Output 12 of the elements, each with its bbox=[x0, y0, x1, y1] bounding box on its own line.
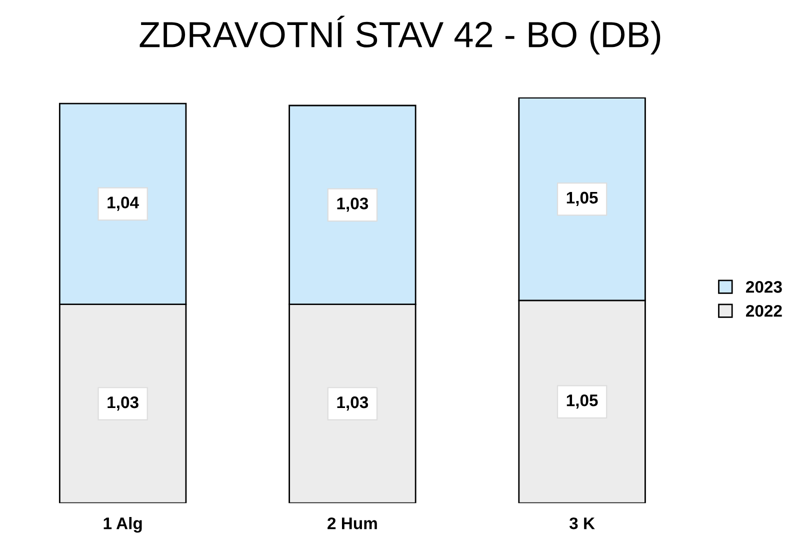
x-tick-label: 3 K bbox=[569, 517, 595, 530]
data-label: 1,03 bbox=[337, 198, 368, 212]
data-label: 1,05 bbox=[566, 192, 598, 206]
data-label: 1,05 bbox=[566, 394, 598, 409]
legend-label: 2022 bbox=[746, 304, 782, 317]
data-label: 1,04 bbox=[108, 196, 139, 211]
data-label: 1,03 bbox=[108, 396, 138, 411]
chart-title: ZDRAVOTNÍ STAV 42 - BO (DB) bbox=[140, 16, 660, 55]
data-label: 1,03 bbox=[337, 396, 368, 411]
x-tick-label: 1 Alg bbox=[104, 517, 142, 533]
x-tick-label: 2 Hum bbox=[328, 517, 377, 530]
legend-label: 2023 bbox=[746, 280, 782, 293]
